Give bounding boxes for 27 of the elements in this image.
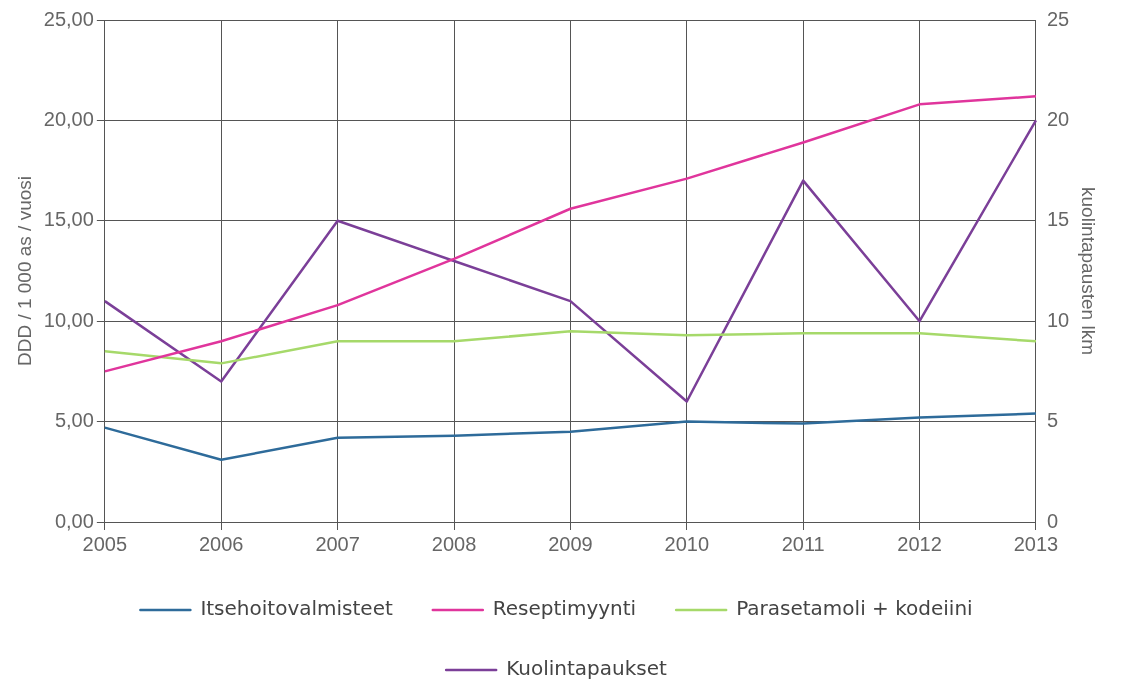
x-tick-label: 2008 — [431, 532, 477, 555]
y-axis-title: DDD / 1 000 as / vuosi — [13, 175, 35, 367]
y2-tick-label: 0 — [1046, 509, 1059, 532]
x-tick-label: 2012 — [897, 532, 942, 555]
y2-tick-label: 10 — [1046, 308, 1070, 331]
legend-label: Itsehoitovalmisteet — [200, 596, 393, 621]
x-tick-label: 2010 — [664, 532, 710, 555]
legend-label: Kuolintapaukset — [506, 656, 667, 681]
y-tick-label: 0,00 — [54, 509, 94, 532]
legend-label: Parasetamoli + kodeiini — [736, 596, 973, 621]
y-tick-label: 25,00 — [43, 7, 94, 30]
y2-tick-label: 15 — [1046, 208, 1070, 231]
y2-tick-label: 20 — [1046, 107, 1070, 130]
x-tick-label: 2005 — [82, 532, 128, 555]
y-tick-label: 5,00 — [54, 409, 94, 432]
x-tick-label: 2007 — [315, 532, 360, 555]
y2-tick-label: 25 — [1046, 7, 1070, 30]
y-tick-label: 15,00 — [43, 208, 94, 231]
x-tick-label: 2011 — [781, 532, 825, 555]
y2-axis-title: kuolintapausten lkm — [1078, 187, 1100, 355]
legend-label: Reseptimyynti — [492, 596, 637, 621]
x-tick-label: 2013 — [1013, 532, 1059, 555]
y-tick-label: 20,00 — [43, 107, 94, 130]
x-tick-label: 2009 — [548, 532, 593, 555]
x-tick-label: 2006 — [198, 532, 244, 555]
y2-tick-label: 5 — [1046, 409, 1059, 432]
y-tick-label: 10,00 — [43, 308, 94, 331]
